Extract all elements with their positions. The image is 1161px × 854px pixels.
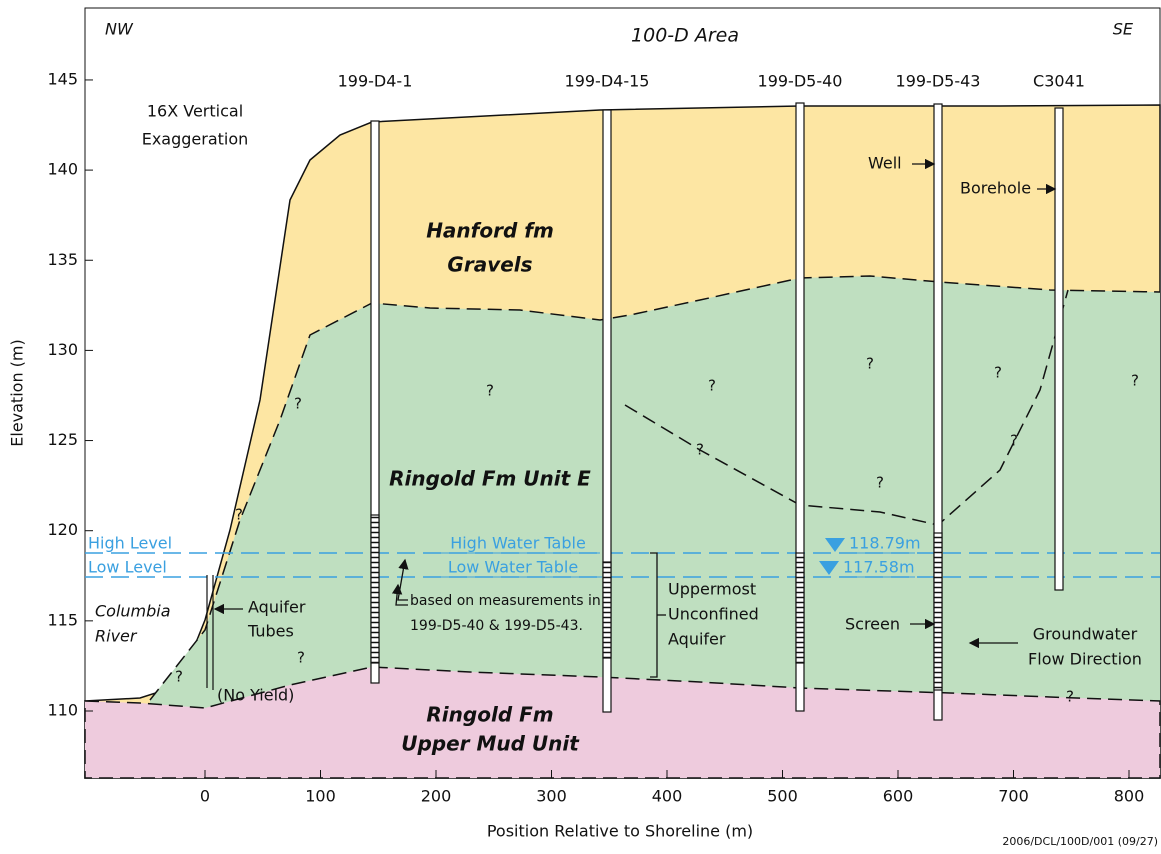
x-tick-label: 400 — [652, 787, 683, 806]
uncertain-marker: ? — [175, 668, 183, 686]
water-label: Low Level — [88, 558, 167, 577]
x-label: Position Relative to Shoreline (m) — [487, 822, 753, 841]
x-tick-label: 600 — [883, 787, 914, 806]
footer: 2006/DCL/100D/001 (09/27) — [1002, 835, 1158, 848]
water-label: Low Water Table — [448, 558, 578, 577]
y-tick-label: 115 — [47, 610, 78, 629]
water-value: 118.79m — [849, 534, 921, 553]
annotation: Borehole — [960, 179, 1031, 198]
uncertain-marker: ? — [1066, 688, 1074, 706]
uncertain-marker: ? — [486, 382, 494, 400]
unit-label: Upper Mud Unit — [401, 732, 580, 756]
uncertain-marker: ? — [708, 377, 716, 395]
uncertain-marker: ? — [235, 506, 243, 524]
x-tick-label: 100 — [305, 787, 336, 806]
x-tick-label: 800 — [1114, 787, 1145, 806]
y-tick-label: 120 — [47, 520, 78, 539]
annotation: Screen — [845, 615, 900, 634]
annotation: based on measurements in — [410, 593, 601, 609]
annotation: Unconfined — [668, 605, 759, 624]
well-label: 199-D5-40 — [758, 72, 843, 91]
annotation: Aquifer — [248, 598, 306, 617]
nw: NW — [105, 20, 134, 39]
y-tick-label: 145 — [47, 69, 78, 88]
se: SE — [1113, 20, 1134, 39]
annotation: Well — [868, 154, 902, 173]
uncertain-marker: ? — [1010, 432, 1018, 450]
annotation: Columbia — [95, 602, 171, 621]
unit-label: Hanford fm — [426, 219, 554, 243]
water-label: High Water Table — [450, 534, 586, 553]
cross-section: NW 100-D Area SE Position Relative to Sh… — [0, 0, 1161, 854]
uncertain-marker: ? — [866, 355, 874, 373]
annotation: (No Yield) — [217, 686, 294, 705]
y-tick-label: 130 — [47, 340, 78, 359]
annotation: Groundwater — [1033, 625, 1138, 644]
unit-label: Gravels — [447, 253, 532, 277]
water-value: 117.58m — [843, 558, 915, 577]
y-tick-label: 110 — [47, 701, 78, 720]
well-label: 199-D4-15 — [565, 72, 650, 91]
x-tick-label: 500 — [767, 787, 798, 806]
water-label: High Level — [88, 534, 172, 553]
x-tick-label: 200 — [421, 787, 452, 806]
annotation: 199-D5-40 & 199-D5-43. — [410, 618, 583, 634]
uncertain-marker: ? — [696, 441, 704, 459]
annotation: Flow Direction — [1028, 650, 1142, 669]
well-label: 199-D5-43 — [896, 72, 981, 91]
well-label: 199-D4-1 — [338, 72, 413, 91]
uncertain-marker: ? — [297, 649, 305, 667]
title: 100-D Area — [631, 25, 739, 47]
annotation: Uppermost — [668, 580, 756, 599]
unit-label: Ringold Fm — [426, 703, 553, 727]
y-tick-label: 135 — [47, 250, 78, 269]
x-tick-label: 300 — [536, 787, 567, 806]
annotation: Aquifer — [668, 630, 726, 649]
annotation: Exaggeration — [142, 130, 249, 149]
annotation: Tubes — [247, 622, 294, 641]
x-tick-label: 0 — [200, 787, 210, 806]
uncertain-marker: ? — [994, 364, 1002, 382]
well-label: C3041 — [1033, 72, 1085, 91]
uncertain-marker: ? — [1131, 372, 1139, 390]
y-tick-label: 125 — [47, 430, 78, 449]
y-tick-label: 140 — [47, 160, 78, 179]
annotation: River — [95, 627, 138, 646]
uncertain-marker: ? — [876, 474, 884, 492]
uncertain-marker: ? — [294, 395, 302, 413]
annotation: 16X Vertical — [147, 102, 243, 121]
y-label: Elevation (m) — [8, 339, 27, 446]
unit-label: Ringold Fm Unit E — [389, 467, 591, 491]
x-tick-label: 700 — [998, 787, 1029, 806]
